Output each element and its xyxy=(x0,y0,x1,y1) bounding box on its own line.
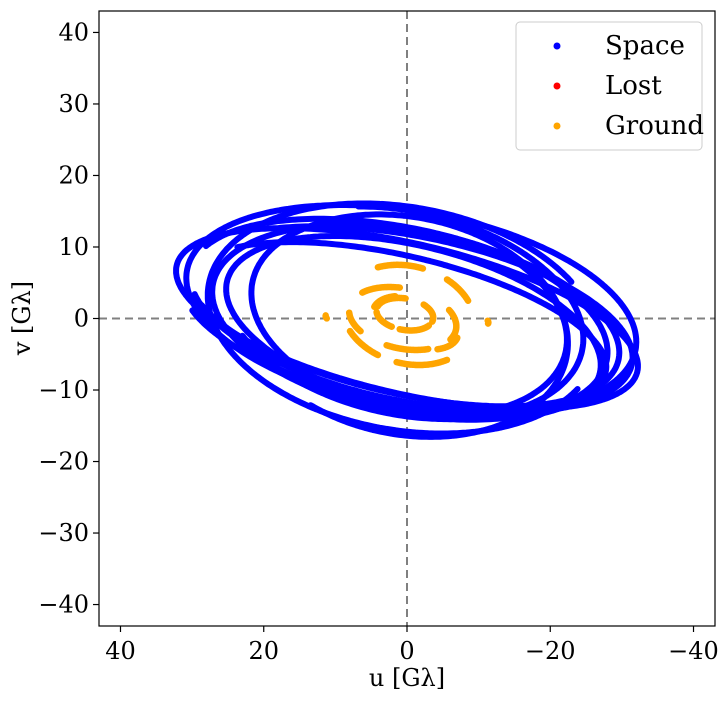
ground-track xyxy=(484,317,492,327)
y-tick-label: 20 xyxy=(58,161,89,189)
x-axis-label: u [Gλ] xyxy=(369,664,445,692)
legend-box xyxy=(515,21,703,151)
y-tick-label: 10 xyxy=(58,233,89,261)
ground-track xyxy=(383,342,432,354)
ground-track xyxy=(396,322,433,334)
ground-track xyxy=(420,301,437,325)
ground-track xyxy=(322,312,331,322)
ground-track xyxy=(373,308,395,330)
legend-marker-lost xyxy=(553,82,561,90)
ground-track xyxy=(346,327,382,359)
ground-track xyxy=(434,334,461,353)
x-tick-label: 40 xyxy=(105,637,136,665)
x-ticks: 40 20 0 −20 −40 xyxy=(105,626,719,665)
y-tick-label: 40 xyxy=(58,18,89,46)
y-tick-label: −20 xyxy=(38,448,89,476)
y-axis-label: v [Gλ] xyxy=(8,281,36,356)
ground-track xyxy=(371,292,399,311)
x-tick-label: −40 xyxy=(668,637,719,665)
legend-label-ground: Ground xyxy=(605,111,704,141)
x-tick-label: 0 xyxy=(399,637,414,665)
ground-track xyxy=(374,261,427,272)
y-tick-label: −10 xyxy=(38,376,89,404)
space-track xyxy=(198,239,610,410)
ground-track xyxy=(443,276,472,305)
space-track xyxy=(189,223,636,417)
x-tick-label: 20 xyxy=(248,637,279,665)
y-tick-label: −30 xyxy=(38,519,89,547)
ground-track xyxy=(393,356,451,369)
legend: Space Lost Ground xyxy=(515,21,704,151)
legend-marker-ground xyxy=(553,122,561,130)
data-points xyxy=(173,200,641,440)
y-tick-label: 30 xyxy=(58,90,89,118)
legend-label-lost: Lost xyxy=(605,71,662,101)
space-track xyxy=(239,203,587,423)
ground-track xyxy=(359,283,404,296)
y-tick-label: −40 xyxy=(38,591,89,619)
y-ticks: 40 30 20 10 0 −10 −20 −30 −40 xyxy=(38,18,99,619)
y-tick-label: 0 xyxy=(74,305,89,333)
ground-track xyxy=(445,306,460,343)
x-tick-label: −20 xyxy=(525,637,576,665)
legend-marker-space xyxy=(553,42,561,50)
space-track xyxy=(204,200,581,437)
space-track xyxy=(248,236,570,419)
ground-track xyxy=(345,309,364,335)
legend-label-space: Space xyxy=(605,31,685,61)
